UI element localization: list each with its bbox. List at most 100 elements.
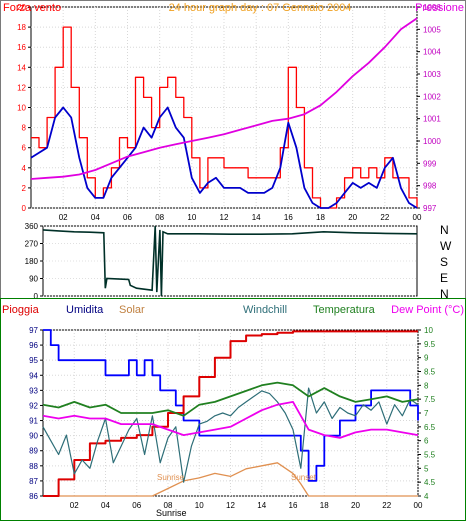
wind-x-tick-label: 12 [220,213,229,222]
wind-x-tick-label: 14 [252,213,261,222]
chart-title: 24 hour graph day : 07 Gennaio 2004 [169,2,352,14]
bottom-x-tick-label: 12 [226,501,235,510]
wind-tick-label: 12 [17,83,26,92]
wind-tick-label: 18 [17,23,26,32]
direction-tick-label: 180 [25,257,39,266]
humidity-tick-label: 89 [29,447,38,456]
series-media-vento-line [30,106,418,209]
pressure-tick-label: 997 [423,204,437,213]
temperature-y-ticks: 4 4.5 5 5.5 6 6.5 7 7.5 8 8.5 9 9.5 10 [418,326,436,501]
wind-tick-label: 16 [17,43,26,52]
pressure-y-ticks: 997 998 999 1000 1001 1002 1003 1004 1005 1006 [417,3,441,213]
humidity-tick-label: 86 [29,492,38,501]
wind-tick-label: 2 [22,184,27,193]
pressure-tick-label: 1003 [423,70,441,79]
bottom-x-tick-label: 10 [195,501,204,510]
sunset-marker-label: Sunset [291,473,317,482]
wind-axis-label: Forza vento [3,2,61,14]
legend-pioggia: Pioggia [2,304,40,316]
compass-letter: N [440,287,449,301]
humidity-tick-label: 97 [29,326,38,335]
compass-letter: E [440,271,448,285]
humidity-tick-label: 94 [29,371,38,380]
wind-x-tick-label: 06 [123,213,132,222]
direction-tick-label: 270 [25,240,39,249]
temperature-tick-label: 6 [424,437,429,446]
series-forza-vento-line [31,26,418,209]
legend-dewpoint: Dew Point (°C) [391,304,464,316]
wind-x-tick-label: 04 [91,213,100,222]
bottom-x-tick-label: 08 [164,501,173,510]
temperature-tick-label: 4.5 [424,478,436,487]
pressure-tick-label: 999 [423,159,437,168]
bottom-x-tick-label: 20 [351,501,360,510]
compass-letter: W [440,239,452,253]
bottom-x-tick-label: 02 [70,501,79,510]
humidity-tick-label: 92 [29,401,38,410]
temperature-tick-label: 9.5 [424,340,436,349]
temperature-tick-label: 10 [424,326,433,335]
wind-tick-label: 10 [17,104,26,113]
wind-x-tick-label: 22 [380,213,389,222]
sunrise-marker-label: Sunrise [157,473,185,482]
wind-x-ticks: 02 04 06 08 10 12 14 16 18 20 22 00 [59,213,422,222]
bottom-x-tick-label: 14 [257,501,266,510]
bottom-x-tick-label: 18 [320,501,329,510]
temperature-tick-label: 5 [424,464,429,473]
series-pressione-line [30,17,418,180]
humidity-tick-label: 90 [29,432,38,441]
legend-temperatura: Temperatura [313,304,376,316]
wind-x-tick-label: 20 [348,213,357,222]
wind-x-tick-label: 00 [413,213,422,222]
humidity-tick-label: 93 [29,386,38,395]
temperature-tick-label: 6.5 [424,423,436,432]
bottom-x-tick-label: 22 [382,501,391,510]
wind-series [30,17,418,209]
humidity-tick-label: 87 [29,477,38,486]
wind-x-tick-label: 18 [316,213,325,222]
pressure-tick-label: 1004 [423,48,441,57]
pressure-tick-label: 1005 [423,25,441,34]
pressure-axis-label: Pressione [415,2,464,14]
pressure-tick-label: 1000 [423,137,441,146]
wind-x-tick-label: 02 [59,213,68,222]
bottom-x-tick-label: 16 [289,501,298,510]
wind-tick-label: 4 [22,164,27,173]
direction-y-ticks: 0 90 180 270 360 [25,222,43,301]
compass-letter: S [440,255,448,269]
wind-tick-label: 6 [22,144,27,153]
wind-tick-label: 0 [22,204,27,213]
direction-series [42,225,418,297]
temperature-tick-label: 7 [424,409,429,418]
sunrise-axis-label: Sunrise [156,508,187,518]
wind-tick-label: 20 [17,3,26,12]
pressure-tick-label: 1002 [423,92,441,101]
temperature-tick-label: 8 [424,381,429,390]
temperature-tick-label: 5.5 [424,451,436,460]
humidity-tick-label: 96 [29,341,38,350]
pressure-tick-label: 1006 [423,3,441,12]
wind-tick-label: 8 [22,124,27,133]
bottom-x-tick-label: 06 [132,501,141,510]
legend-solar: Solar [119,304,145,316]
series-dew-point-c-line [42,401,419,439]
wind-x-tick-label: 16 [284,213,293,222]
bottom-x-ticks: 02 04 06 08 10 12 14 16 18 20 22 00 [70,501,423,510]
series-solar-line [43,462,418,497]
legend-windchill: Windchill [243,304,287,316]
humidity-tick-label: 95 [29,356,38,365]
humidity-tick-label: 88 [29,462,38,471]
temperature-tick-label: 9 [424,354,429,363]
wind-tick-label: 14 [17,63,26,72]
series-pioggia-line [43,330,418,497]
humidity-y-ticks: 86 87 88 89 90 91 92 93 94 95 96 97 [29,326,43,501]
series-temperatura-line [42,381,419,417]
temperature-tick-label: 8.5 [424,368,436,377]
direction-grid [43,225,417,297]
